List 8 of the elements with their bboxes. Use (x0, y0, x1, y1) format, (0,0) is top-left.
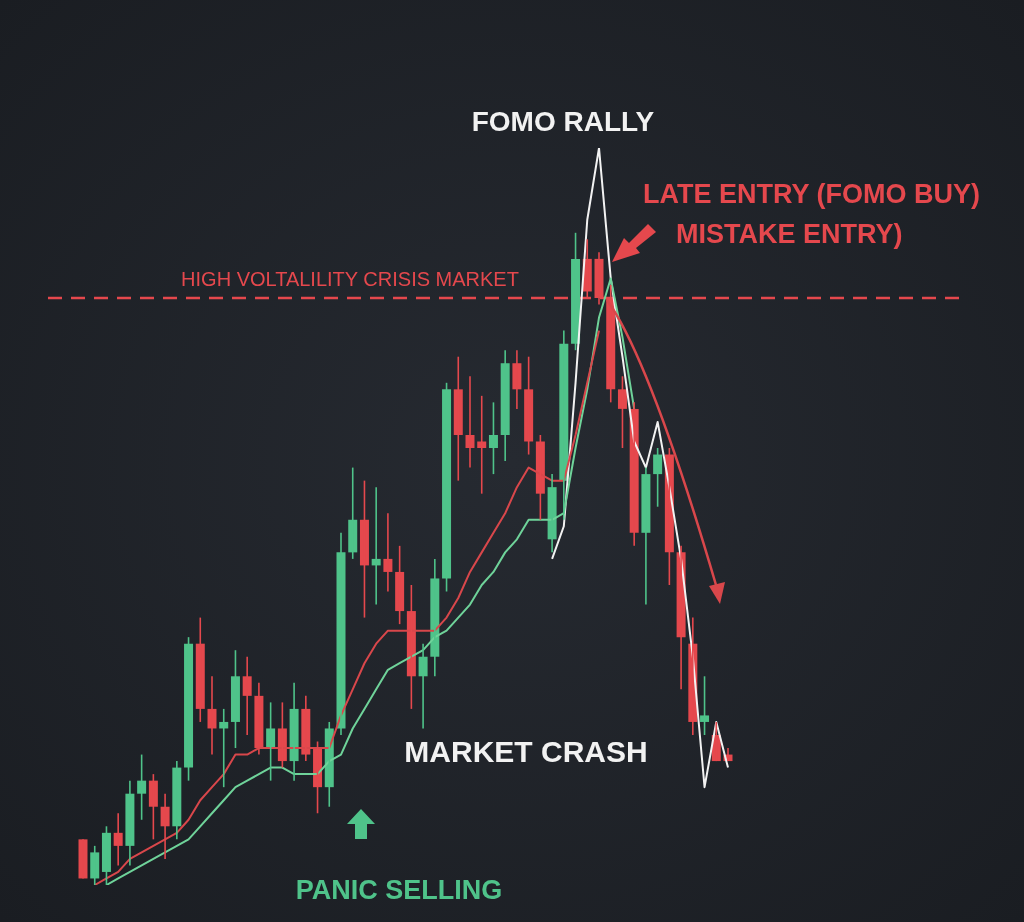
candlestick (700, 675, 710, 736)
annotation: PANIC SELLING (295, 875, 503, 905)
candlestick (230, 649, 240, 749)
annotation: MISTAKE ENTRY) (676, 219, 903, 249)
annotation: MARKET CRASH (404, 735, 648, 768)
text: LATE ENTRY (FOMO BUY) (643, 179, 980, 209)
ref-line-label: HIGH VOLTALILITY CRISIS MARKET (181, 268, 519, 291)
text: FOMO RALLY (471, 106, 655, 137)
